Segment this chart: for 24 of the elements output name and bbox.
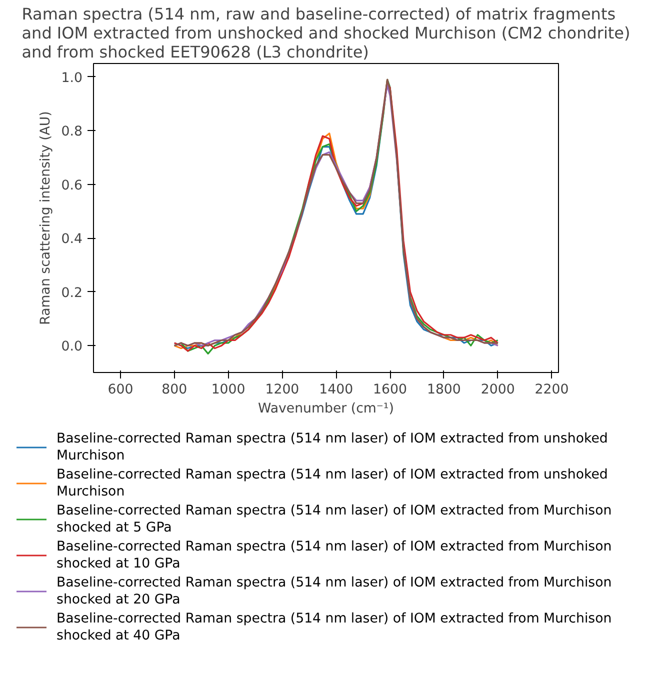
chart-title: Raman spectra (514 nm, raw and baseline-corrected) of matrix fragments and IOM extracted from unshocked and shocked Murchison (CM2 chondrite) and from shocked EET90628 (L3 chondrite) bbox=[22, 4, 630, 62]
x-tick-label: 800 bbox=[162, 382, 188, 398]
legend-label: Baseline-corrected Raman spectra (514 nm laser) of IOM extracted from unshoked Murchison bbox=[56, 431, 608, 464]
x-tick-label: 1000 bbox=[211, 382, 246, 398]
x-tick-label: 600 bbox=[108, 382, 134, 398]
legend-label: Baseline-corrected Raman spectra (514 nm laser) of IOM extracted from Murchison shocked at 5 GPa bbox=[56, 503, 612, 536]
x-tick-label: 1800 bbox=[426, 382, 461, 398]
y-tick-label: 1.0 bbox=[61, 70, 83, 86]
x-tick-label: 1600 bbox=[373, 382, 407, 398]
y-axis-title: Raman scattering intensity (AU) bbox=[38, 111, 54, 325]
x-tick-label: 2000 bbox=[480, 382, 515, 398]
y-tick-label: 0.6 bbox=[61, 178, 83, 194]
y-tick-label: 0.8 bbox=[61, 124, 83, 140]
legend-label: Baseline-corrected Raman spectra (514 nm laser) of IOM extracted from Murchison shocked at 10 GPa bbox=[56, 539, 612, 572]
y-tick-label: 0.0 bbox=[61, 340, 83, 355]
legend-label: Baseline-corrected Raman spectra (514 nm laser) of IOM extracted from unshoked Murchison bbox=[56, 467, 608, 500]
y-tick-label: 0.2 bbox=[61, 286, 83, 301]
legend-label: Baseline-corrected Raman spectra (514 nm laser) of IOM extracted from Murchison shocked at 20 GPa bbox=[56, 575, 612, 608]
x-tick-label: 1400 bbox=[319, 382, 354, 398]
y-tick-label: 0.4 bbox=[61, 232, 83, 248]
x-axis-title: Wavenumber (cm⁻¹) bbox=[258, 402, 394, 416]
x-tick-label: 2200 bbox=[534, 382, 569, 398]
x-tick-label: 1200 bbox=[265, 382, 300, 398]
legend-label: Baseline-corrected Raman spectra (514 nm laser) of IOM extracted from Murchison shocked at 40 GPa bbox=[56, 611, 612, 644]
